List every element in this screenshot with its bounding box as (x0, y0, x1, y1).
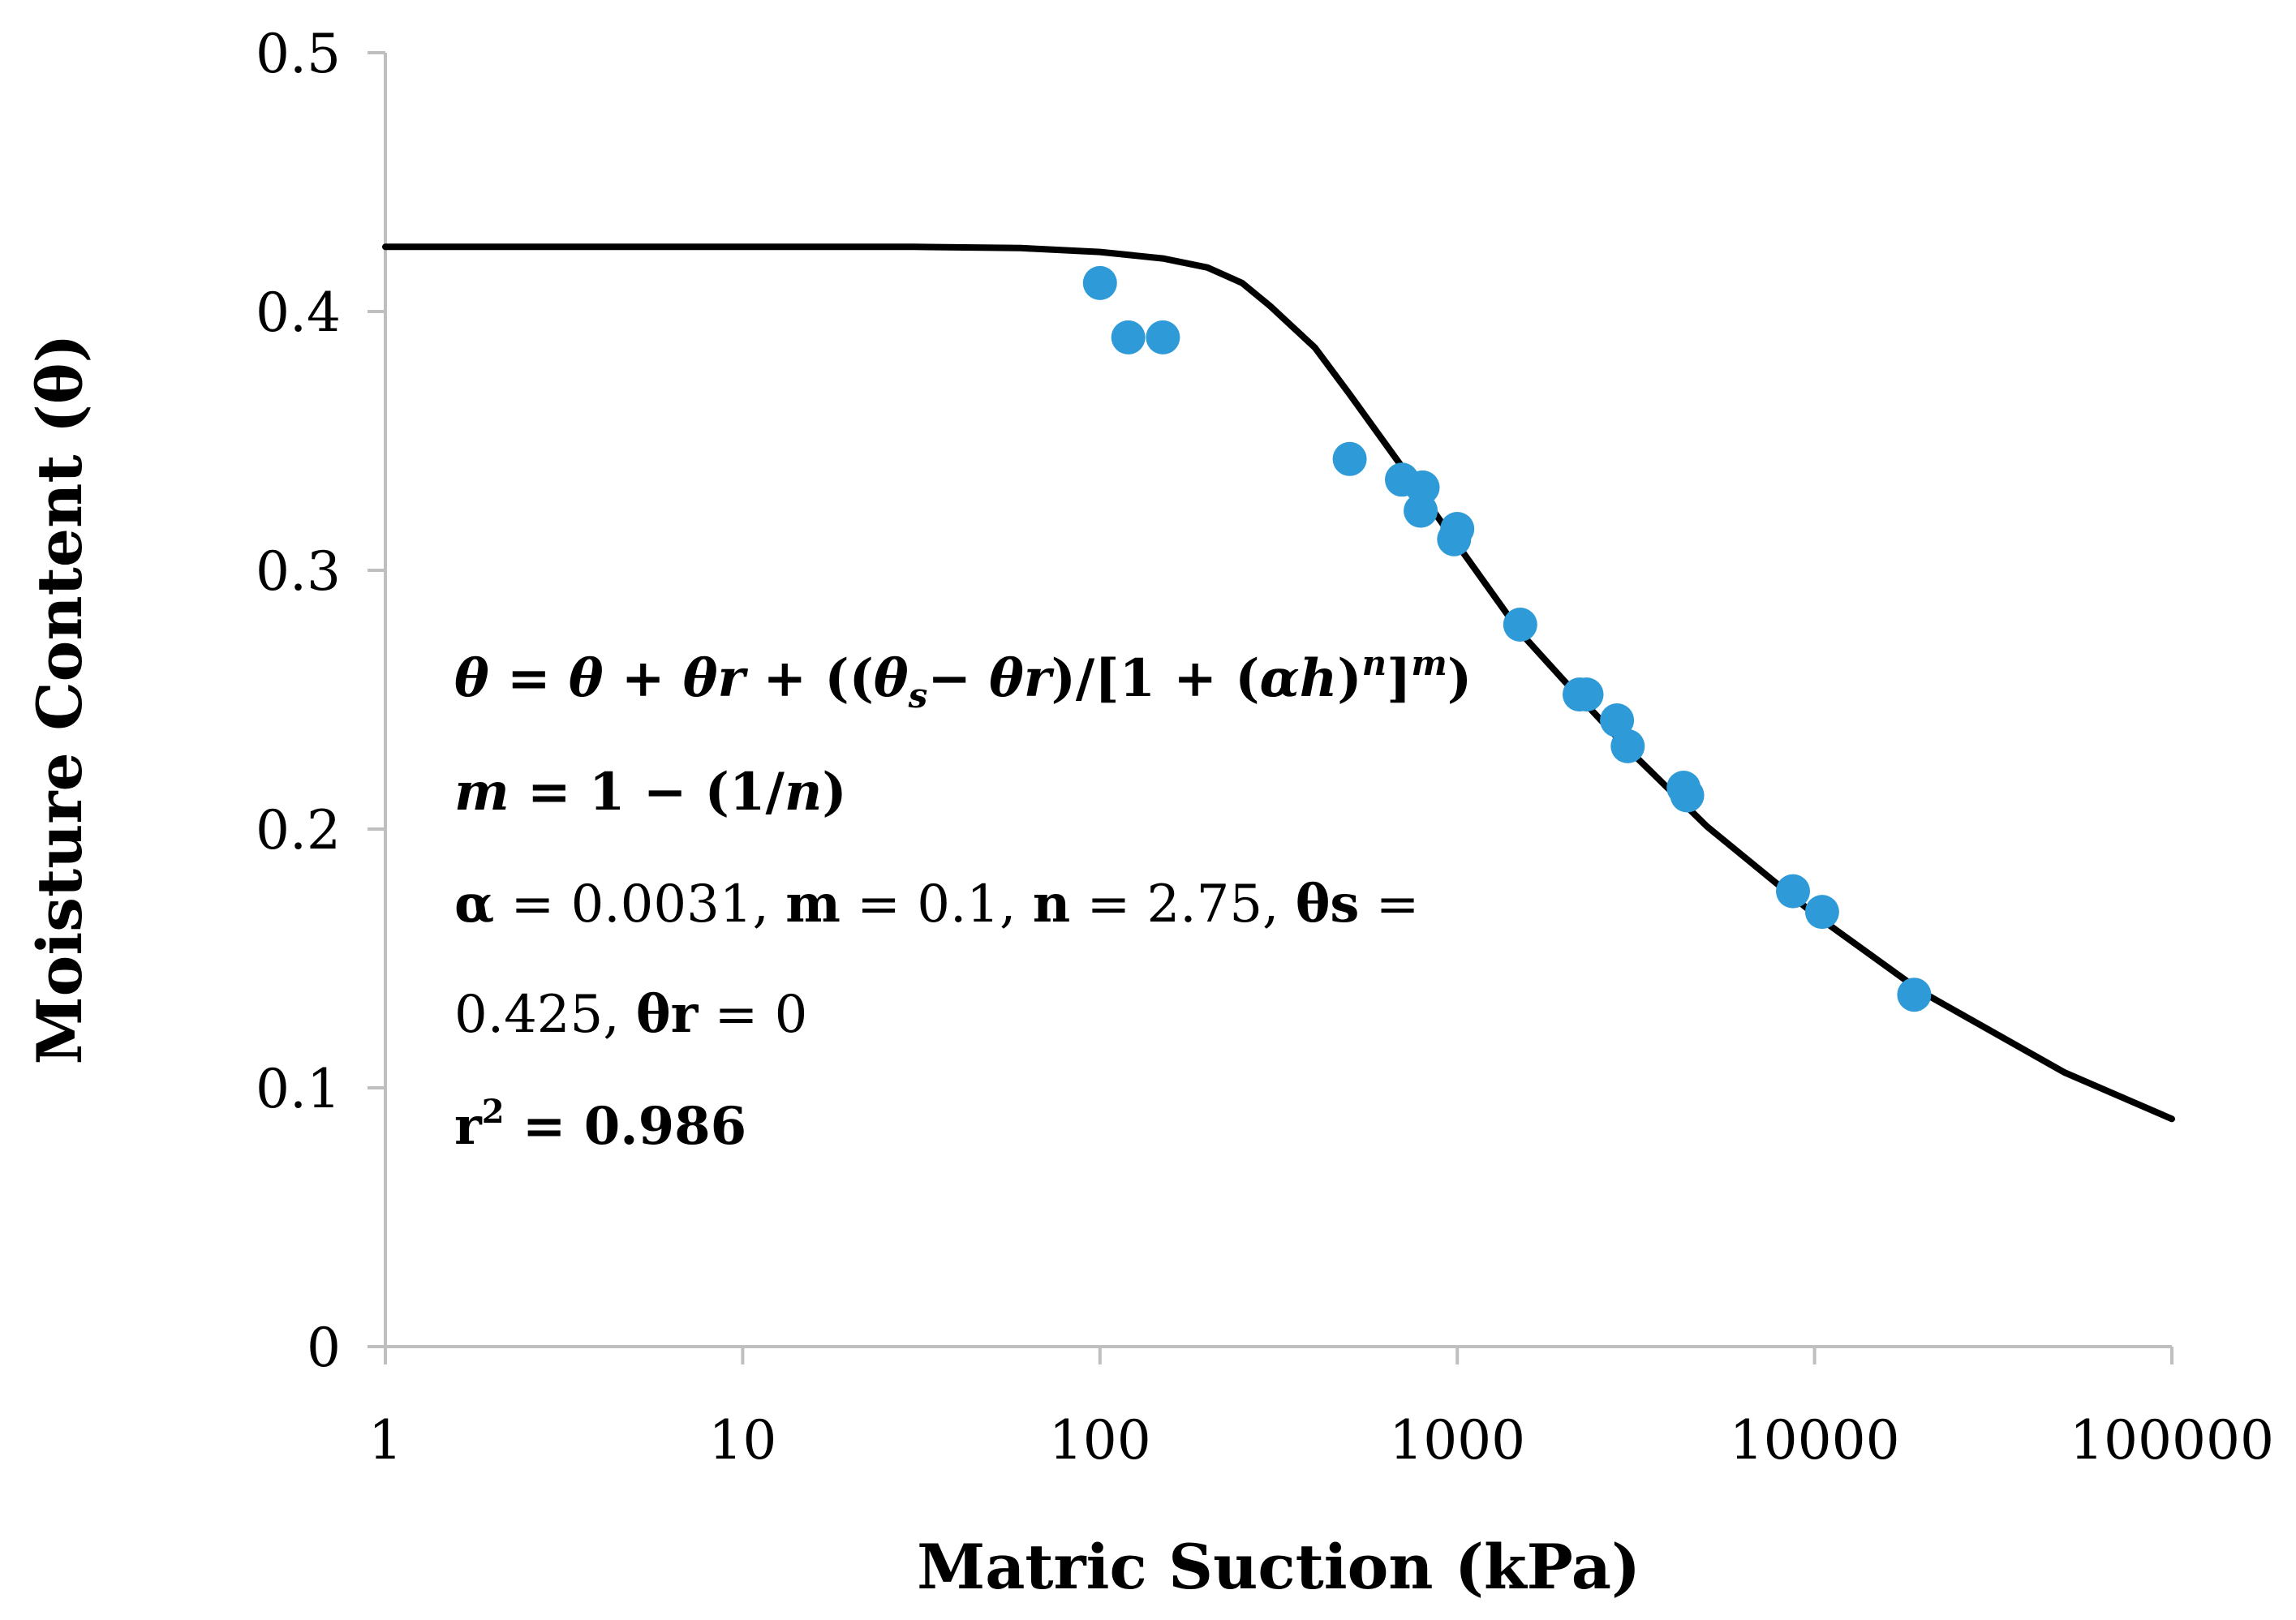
y-tick-label: 0.4 (256, 281, 341, 344)
y-axis-title: Moisture Content (θ) (24, 333, 96, 1064)
r-squared-line: r2 = 0.986 (454, 1093, 746, 1157)
data-point (1404, 493, 1438, 528)
data-point (1610, 728, 1645, 763)
x-axis-title: Matric Suction (kPa) (917, 1531, 1640, 1603)
data-points (1082, 265, 1932, 1012)
equation-line-2: m = 1 − (1/n) (454, 762, 847, 823)
x-tick-label: 100 (1049, 1409, 1151, 1472)
y-tick-label: 0.2 (256, 799, 341, 862)
y-tick-label: 0.5 (256, 23, 341, 85)
x-ticks: 1 10 100 1000 10000 100000 (368, 1347, 2274, 1472)
params-line-1: α = 0.0031, m = 0.1, n = 2.75, θs = (454, 874, 1419, 935)
data-point (1569, 677, 1604, 712)
data-point (1776, 874, 1810, 909)
y-ticks: 0 0.1 0.2 0.3 0.4 0.5 (256, 23, 385, 1379)
data-point (1082, 265, 1117, 300)
equation-annotation: θ = θ + θr + ((θs− θr)/[1 + (αh)n]m) m =… (454, 643, 1472, 1157)
data-point (1503, 608, 1537, 642)
y-tick-label: 0 (307, 1317, 341, 1379)
y-tick-label: 0.1 (256, 1058, 341, 1120)
x-tick-label: 100000 (2070, 1409, 2274, 1472)
data-point (1146, 320, 1180, 355)
x-tick-label: 10000 (1730, 1409, 1900, 1472)
data-point (1670, 778, 1705, 813)
x-tick-label: 1000 (1389, 1409, 1525, 1472)
data-point (1897, 978, 1932, 1012)
data-point (1804, 895, 1839, 930)
data-point (1332, 441, 1367, 476)
x-tick-label: 1 (368, 1409, 402, 1472)
data-point (1111, 320, 1146, 355)
data-point (1600, 703, 1635, 737)
axes: 0 0.1 0.2 0.3 0.4 0.5 1 10 100 1000 10000 100000 (256, 23, 2274, 1472)
data-point (1437, 522, 1472, 556)
y-tick-label: 0.3 (256, 540, 341, 603)
params-line-2: 0.425, θr = 0 (454, 984, 807, 1045)
equation-line-1: θ = θ + θr + ((θs− θr)/[1 + (αh)n]m) (454, 643, 1472, 715)
x-tick-label: 10 (708, 1409, 776, 1472)
